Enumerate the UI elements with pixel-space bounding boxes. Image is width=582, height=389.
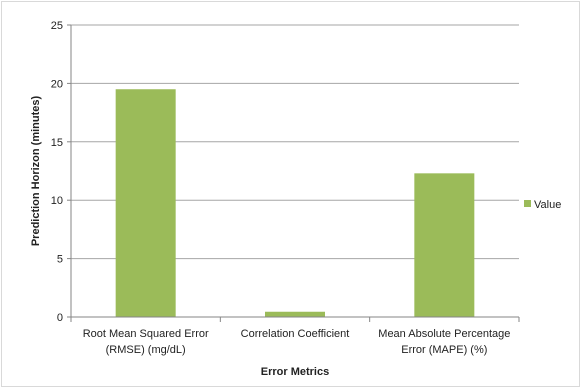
bars <box>115 89 475 318</box>
y-axis-ticks: 0 5 10 15 20 25 <box>51 20 71 324</box>
x-tick-label: Correlation Coefficient <box>241 328 350 340</box>
legend-label: Value <box>534 199 561 211</box>
bar <box>265 311 325 317</box>
y-tick-label: 15 <box>51 137 63 149</box>
x-tick-label: Mean Absolute Percentage Error (MAPE) (%) <box>378 328 510 356</box>
x-axis-title: Error Metrics <box>261 366 329 378</box>
y-tick-label: 25 <box>51 20 63 32</box>
y-tick-label: 20 <box>51 78 63 90</box>
x-axis-ticks: Root Mean Squared Error (RMSE) (mg/dL) Cor… <box>83 328 511 356</box>
y-axis-title: Prediction Horizon (minutes) <box>30 95 42 246</box>
x-tick-label: Root Mean Squared Error (RMSE) (mg/dL) <box>83 328 209 356</box>
y-tick-label: 0 <box>57 312 63 324</box>
bar <box>115 89 176 318</box>
y-tick-label: 5 <box>57 254 63 266</box>
legend: Value <box>524 199 561 211</box>
legend-swatch <box>524 200 531 207</box>
bar <box>414 173 475 317</box>
y-tick-label: 10 <box>51 195 63 207</box>
axes <box>70 25 520 322</box>
